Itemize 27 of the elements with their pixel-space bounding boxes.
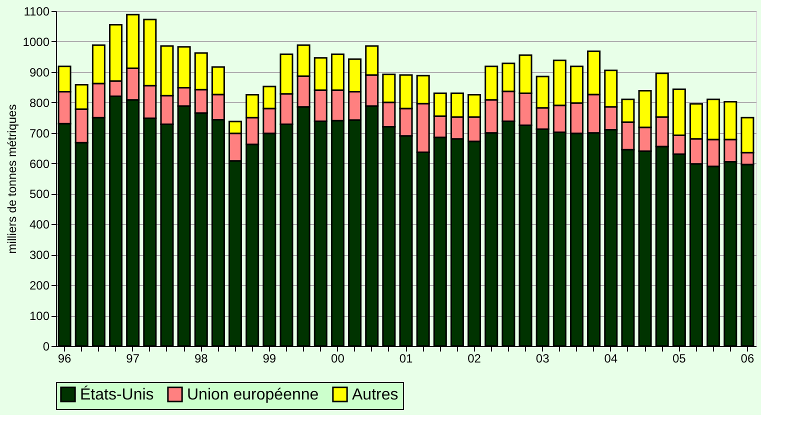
y-tick-label: 0 — [42, 340, 50, 354]
y-tick-label: 700 — [29, 126, 50, 140]
y-tick-label: 100 — [29, 309, 50, 324]
y-tick-label: 1100 — [24, 4, 50, 18]
y-tick-label: 200 — [29, 278, 50, 293]
y-tick-label: 400 — [29, 218, 50, 232]
y-tick-label: 600 — [29, 156, 50, 171]
y-tick-label: 1000 — [22, 34, 50, 49]
y-axis-title: milliers de tonnes métriques — [4, 104, 19, 254]
x-tick-label: 02 — [468, 352, 482, 366]
y-tick-label: 300 — [29, 248, 50, 262]
x-tick-label: 00 — [331, 352, 345, 366]
x-tick-label: 03 — [536, 352, 550, 366]
x-tick-label: 96 — [58, 352, 72, 366]
y-tick-label: 900 — [29, 65, 50, 80]
legend-label: États-Unis — [80, 385, 154, 404]
x-tick-label: 06 — [740, 352, 754, 366]
legend-label: Union européenne — [187, 386, 319, 404]
x-tick-label: 04 — [604, 352, 618, 366]
legend-label: Autres — [352, 386, 398, 404]
x-tick-label: 05 — [672, 352, 686, 366]
y-tick-label: 800 — [29, 96, 50, 110]
y-tick-label: 500 — [29, 187, 50, 202]
x-tick-label: 97 — [126, 352, 140, 366]
x-tick-label: 01 — [399, 352, 413, 366]
x-tick-label: 98 — [194, 352, 208, 366]
x-tick-label: 99 — [262, 352, 276, 366]
